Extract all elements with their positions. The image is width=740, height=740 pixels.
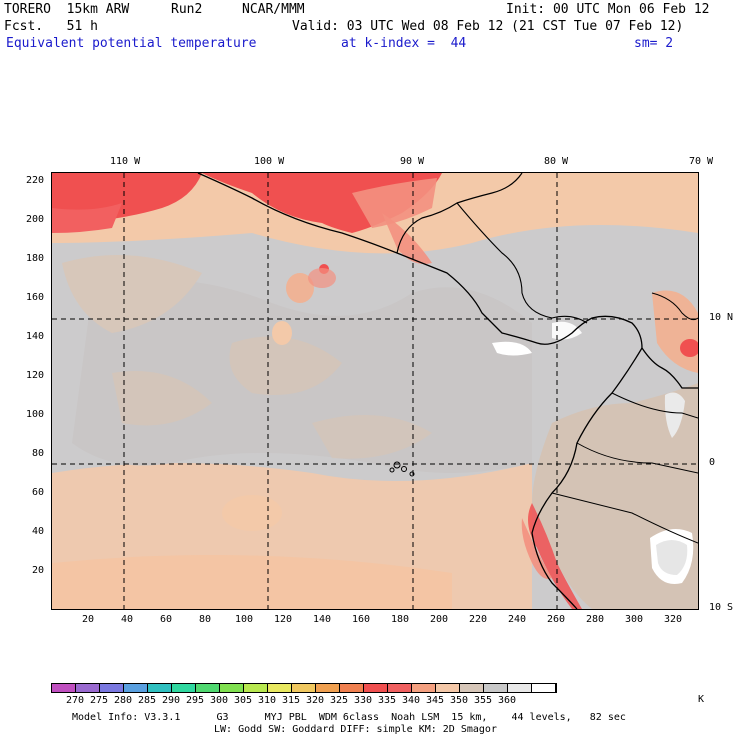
y-tick-label: 200 [25,214,44,225]
x-tick-label: 320 [664,614,683,625]
colorbar-cell [364,684,388,692]
y-tick-label: 20 [31,565,44,576]
colorbar-cell [484,684,508,692]
x-tick-label: 180 [391,614,410,625]
x-tick-label: 140 [313,614,332,625]
warm-band-southedge [52,555,452,609]
lat-lon-grid [52,173,698,609]
colorbar-tick-label: 335 [377,695,397,706]
colorbar-cell [268,684,292,692]
lon-label-110w: 110 W [110,156,141,167]
coastline-pacific [197,173,698,389]
model-title: TORERO 15km ARW [4,2,130,17]
y-tick-label: 40 [31,526,44,537]
y-tick-label: 220 [25,175,44,186]
y-tick-label: 120 [25,370,44,381]
x-tick-label: 20 [82,614,95,625]
level-label: at k-index = 44 [341,36,467,51]
colorbar-tick-label: 350 [449,695,469,706]
colorbar-tick-label: 290 [161,695,181,706]
x-tick-label: 260 [547,614,566,625]
model-info-line1: Model Info: V3.3.1 G3 MYJ PBL WDM 6class… [72,712,626,723]
x-tick-label: 40 [121,614,134,625]
smoothing-label: sm= 2 [634,36,674,51]
colorbar-cell [508,684,532,692]
colorbar-cell [316,684,340,692]
lat-label-0: 0 [709,457,716,468]
colorbar-cell [292,684,316,692]
colorbar [51,683,557,693]
y-tick-label: 60 [31,487,44,498]
y-tick-label: 80 [31,448,44,459]
x-tick-label: 100 [235,614,254,625]
colorbar-tick-label: 330 [353,695,373,706]
y-tick-label: 160 [25,292,44,303]
x-tick-label: 160 [352,614,371,625]
colorbar-cell [124,684,148,692]
model-info-line2: LW: Godd SW: Goddard DIFF: simple KM: 2D… [214,724,497,735]
x-tick-label: 220 [469,614,488,625]
lon-label-70w: 70 W [689,156,714,167]
galapagos-islands [389,461,415,477]
colorbar-cell [172,684,196,692]
x-tick-label: 240 [508,614,527,625]
field-name: Equivalent potential temperature [6,36,257,51]
colorbar-cell [76,684,100,692]
valid-time: Valid: 03 UTC Wed 08 Feb 12 (21 CST Tue … [292,19,684,34]
y-tick-label: 140 [25,331,44,342]
x-tick-label: 120 [274,614,293,625]
map-panel [51,172,699,610]
colorbar-tick-label: 285 [137,695,157,706]
colorbar-cell [388,684,412,692]
colorbar-cell [244,684,268,692]
colorbar-cell [220,684,244,692]
init-time: Init: 00 UTC Mon 06 Feb 12 [506,2,710,17]
colorbar-tick-label: 300 [209,695,229,706]
colorbar-tick-label: 270 [65,695,85,706]
colorbar-tick-label: 305 [233,695,253,706]
x-tick-label: 80 [199,614,212,625]
colorbar-unit: K [698,694,705,705]
colorbar-tick-label: 310 [257,695,277,706]
colorbar-cell [52,684,76,692]
x-tick-label: 200 [430,614,449,625]
lon-label-90w: 90 W [400,156,425,167]
colorbar-tick-label: 295 [185,695,205,706]
colorbar-cell [436,684,460,692]
colorbar-cell [532,684,556,692]
hot-strip-peru [528,503,582,609]
lon-label-100w: 100 W [254,156,285,167]
y-tick-label: 100 [25,409,44,420]
colorbar-tick-label: 320 [305,695,325,706]
colorbar-tick-label: 280 [113,695,133,706]
lat-label-10n: 10 N [709,312,734,323]
colorbar-tick-label: 360 [497,695,517,706]
x-tick-label: 300 [625,614,644,625]
x-tick-label: 60 [160,614,173,625]
colorbar-cell [100,684,124,692]
lat-label-10s: 10 S [709,602,734,613]
colorbar-tick-label: 340 [401,695,421,706]
colorbar-tick-label: 325 [329,695,349,706]
colorbar-cell [412,684,436,692]
org-label: NCAR/MMM [242,2,305,17]
colorbar-cell [460,684,484,692]
colorbar-tick-label: 275 [89,695,109,706]
x-tick-label: 280 [586,614,605,625]
run-label: Run2 [171,2,203,17]
colorbar-tick-label: 315 [281,695,301,706]
lon-label-80w: 80 W [544,156,569,167]
y-tick-label: 180 [25,253,44,264]
map-canvas [52,173,698,609]
colorbar-tick-label: 345 [425,695,445,706]
colorbar-tick-label: 355 [473,695,493,706]
colorbar-cell [148,684,172,692]
colorbar-cell [196,684,220,692]
forecast-hour: Fcst. 51 h [4,19,98,34]
colorbar-cell [340,684,364,692]
